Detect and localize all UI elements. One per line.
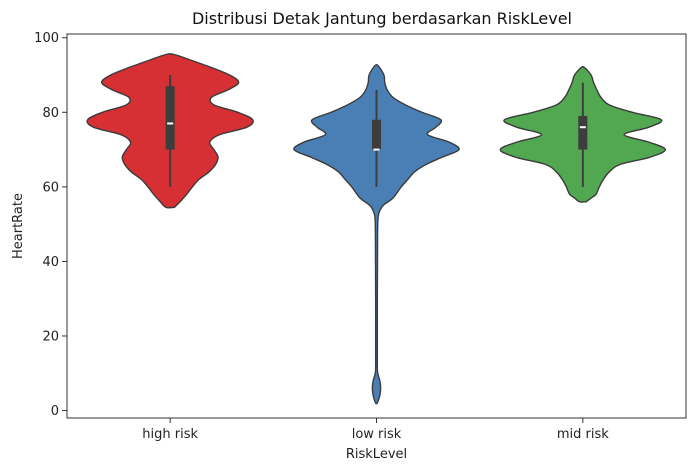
chart-title: Distribusi Detak Jantung berdasarkan Ris… xyxy=(192,9,572,28)
y-tick-label: 0 xyxy=(51,404,59,419)
violin-group-mid-risk xyxy=(499,65,667,203)
y-tick-label: 20 xyxy=(42,329,59,344)
iqr-box-mid-risk xyxy=(578,116,588,150)
violin-low-risk xyxy=(293,63,460,405)
y-tick-label: 60 xyxy=(42,180,59,195)
y-axis-label: HeartRate xyxy=(11,193,26,259)
x-tick-label-high-risk: high risk xyxy=(142,427,198,442)
y-tick-label: 80 xyxy=(42,106,59,121)
x-tick-label-mid-risk: mid risk xyxy=(557,427,609,442)
y-tick-label: 100 xyxy=(34,31,59,46)
violin-group-low-risk xyxy=(293,63,460,405)
x-axis-label: RiskLevel xyxy=(346,447,407,462)
violin-group-high-risk xyxy=(86,53,254,209)
y-tick-label: 40 xyxy=(42,255,59,270)
iqr-box-low-risk xyxy=(372,119,381,150)
iqr-box-high-risk xyxy=(165,86,175,150)
x-tick-label-low-risk: low risk xyxy=(352,427,402,442)
